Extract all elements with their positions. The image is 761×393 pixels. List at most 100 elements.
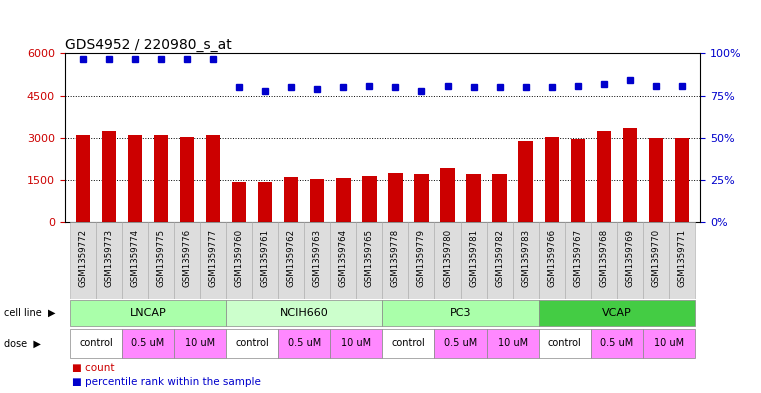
Text: GSM1359775: GSM1359775 bbox=[157, 229, 166, 287]
Bar bbox=[252, 222, 279, 299]
Text: GSM1359760: GSM1359760 bbox=[234, 229, 244, 287]
Bar bbox=[383, 329, 435, 358]
Bar bbox=[96, 222, 122, 299]
Bar bbox=[122, 222, 148, 299]
Text: NCIH660: NCIH660 bbox=[280, 308, 329, 318]
Bar bbox=[616, 222, 643, 299]
Bar bbox=[76, 135, 90, 222]
Text: 0.5 uM: 0.5 uM bbox=[132, 338, 164, 349]
Bar bbox=[513, 222, 539, 299]
Text: ■ count: ■ count bbox=[72, 364, 115, 373]
Bar bbox=[226, 222, 252, 299]
Bar bbox=[591, 329, 643, 358]
Bar bbox=[486, 329, 539, 358]
Text: GSM1359768: GSM1359768 bbox=[599, 229, 608, 287]
Text: GSM1359770: GSM1359770 bbox=[651, 229, 661, 287]
Bar bbox=[414, 174, 428, 222]
Bar bbox=[466, 174, 481, 222]
Text: ■ percentile rank within the sample: ■ percentile rank within the sample bbox=[72, 377, 261, 387]
Text: GSM1359761: GSM1359761 bbox=[261, 229, 269, 287]
Text: GSM1359765: GSM1359765 bbox=[365, 229, 374, 287]
Text: GSM1359781: GSM1359781 bbox=[469, 229, 478, 287]
Text: GSM1359774: GSM1359774 bbox=[130, 229, 139, 287]
Text: GSM1359780: GSM1359780 bbox=[443, 229, 452, 287]
Bar bbox=[643, 329, 695, 358]
Bar bbox=[597, 131, 611, 222]
Text: PC3: PC3 bbox=[450, 308, 471, 318]
Text: 10 uM: 10 uM bbox=[498, 338, 527, 349]
Text: control: control bbox=[392, 338, 425, 349]
Text: GSM1359778: GSM1359778 bbox=[391, 229, 400, 287]
Text: control: control bbox=[235, 338, 269, 349]
Text: GSM1359777: GSM1359777 bbox=[209, 229, 218, 287]
Bar bbox=[539, 329, 591, 358]
Bar bbox=[388, 173, 403, 222]
Text: GSM1359769: GSM1359769 bbox=[626, 229, 635, 286]
Text: GSM1359782: GSM1359782 bbox=[495, 229, 504, 287]
Bar bbox=[565, 222, 591, 299]
Bar bbox=[102, 131, 116, 222]
Bar bbox=[70, 301, 226, 326]
Text: 10 uM: 10 uM bbox=[654, 338, 684, 349]
Text: 10 uM: 10 uM bbox=[341, 338, 371, 349]
Bar bbox=[330, 329, 382, 358]
Text: control: control bbox=[79, 338, 113, 349]
Text: GSM1359783: GSM1359783 bbox=[521, 229, 530, 287]
Bar bbox=[174, 222, 200, 299]
Bar bbox=[70, 222, 96, 299]
Text: control: control bbox=[548, 338, 581, 349]
Bar bbox=[518, 141, 533, 222]
Bar bbox=[669, 222, 695, 299]
Bar bbox=[180, 136, 194, 222]
Bar bbox=[174, 329, 226, 358]
Bar bbox=[310, 179, 324, 222]
Bar bbox=[492, 174, 507, 222]
Bar bbox=[200, 222, 226, 299]
Bar bbox=[648, 138, 663, 222]
Bar bbox=[304, 222, 330, 299]
Bar bbox=[232, 182, 247, 222]
Text: GSM1359779: GSM1359779 bbox=[417, 229, 426, 286]
Text: LNCAP: LNCAP bbox=[129, 308, 167, 318]
Text: GSM1359772: GSM1359772 bbox=[78, 229, 88, 287]
Text: GSM1359767: GSM1359767 bbox=[573, 229, 582, 287]
Bar bbox=[460, 222, 486, 299]
Bar bbox=[128, 135, 142, 222]
Text: GSM1359776: GSM1359776 bbox=[183, 229, 192, 287]
Bar bbox=[336, 178, 351, 222]
Bar bbox=[226, 329, 279, 358]
Text: cell line  ▶: cell line ▶ bbox=[4, 308, 56, 318]
Bar bbox=[435, 329, 486, 358]
Bar bbox=[545, 136, 559, 222]
Bar bbox=[330, 222, 356, 299]
Bar bbox=[571, 140, 585, 222]
Text: dose  ▶: dose ▶ bbox=[4, 338, 40, 349]
Text: GSM1359773: GSM1359773 bbox=[104, 229, 113, 287]
Text: VCAP: VCAP bbox=[602, 308, 632, 318]
Bar bbox=[441, 167, 454, 222]
Text: 10 uM: 10 uM bbox=[185, 338, 215, 349]
Text: GSM1359764: GSM1359764 bbox=[339, 229, 348, 287]
Bar bbox=[122, 329, 174, 358]
Bar bbox=[70, 329, 122, 358]
Bar bbox=[383, 222, 409, 299]
Bar bbox=[435, 222, 460, 299]
Bar bbox=[279, 329, 330, 358]
Bar bbox=[486, 222, 513, 299]
Text: GSM1359771: GSM1359771 bbox=[677, 229, 686, 287]
Bar bbox=[206, 135, 220, 222]
Text: 0.5 uM: 0.5 uM bbox=[600, 338, 633, 349]
Text: GSM1359763: GSM1359763 bbox=[313, 229, 322, 287]
Bar bbox=[279, 222, 304, 299]
Text: GSM1359762: GSM1359762 bbox=[287, 229, 296, 287]
Text: 0.5 uM: 0.5 uM bbox=[288, 338, 321, 349]
Bar bbox=[356, 222, 382, 299]
Text: GDS4952 / 220980_s_at: GDS4952 / 220980_s_at bbox=[65, 39, 231, 52]
Bar bbox=[643, 222, 669, 299]
Bar bbox=[148, 222, 174, 299]
Bar bbox=[258, 182, 272, 222]
Bar bbox=[362, 176, 377, 222]
Text: GSM1359766: GSM1359766 bbox=[547, 229, 556, 287]
Bar bbox=[284, 177, 298, 222]
Bar bbox=[591, 222, 616, 299]
